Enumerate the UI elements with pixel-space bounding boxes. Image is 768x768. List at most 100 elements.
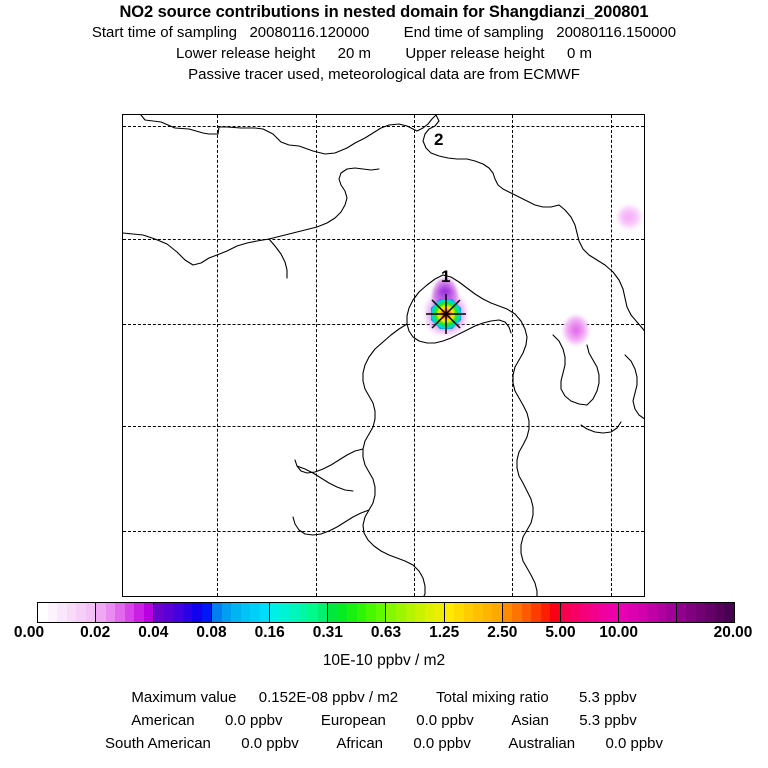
colorbar-segment — [502, 603, 561, 622]
colorbar-band — [96, 603, 106, 622]
region-row-1: American 0.0 ppbv European 0.0 ppbv Asia… — [0, 709, 768, 732]
colorbar-band — [356, 603, 367, 622]
colorbar-band — [666, 603, 676, 622]
colorbar-band — [192, 603, 202, 622]
max-value-label: Maximum value — [131, 689, 237, 706]
colorbar-band — [289, 603, 299, 622]
colorbar-band — [366, 603, 376, 622]
colorbar-band — [182, 603, 193, 622]
region-row-2: South American 0.0 ppbv African 0.0 ppbv… — [0, 732, 768, 755]
colorbar-band — [463, 603, 474, 622]
colorbar-band — [231, 603, 241, 622]
gridline-vertical — [316, 115, 317, 596]
colorbar-band — [473, 603, 483, 622]
gridline-horizontal — [123, 239, 644, 240]
colorbar-band — [434, 603, 444, 622]
region-value: 0.0 ppbv — [413, 735, 471, 752]
colorbar — [37, 602, 735, 623]
colorbar-tick-label: 0.00 — [13, 624, 45, 641]
gridline-horizontal — [123, 426, 644, 427]
colorbar-tick-labels: 0.00 0.02 0.04 0.08 0.16 0.31 0.63 1.25 2.50 5.00… — [0, 624, 768, 644]
colorbar-band — [560, 603, 571, 622]
colorbar-band — [724, 603, 734, 622]
colorbar-band — [240, 603, 251, 622]
colorbar-band — [705, 603, 715, 622]
region-value: 0.0 ppbv — [224, 712, 283, 729]
colorbar-band — [143, 603, 154, 622]
gridline-vertical — [512, 115, 513, 596]
secondary-plume-blob — [563, 315, 589, 345]
colorbar-band — [608, 603, 618, 622]
colorbar-segment — [212, 603, 271, 622]
lower-release-value: 20 m — [337, 45, 371, 62]
colorbar-band — [105, 603, 116, 622]
colorbar-segment — [676, 603, 734, 622]
region-name: Australian — [508, 735, 576, 752]
start-time-value: 20080116.120000 — [249, 24, 370, 41]
total-mixing-ratio-value: 5.3 ppbv — [579, 689, 637, 706]
colorbar-band — [337, 603, 348, 622]
colorbar-band — [386, 603, 396, 622]
colorbar-band — [589, 603, 599, 622]
colorbar-band — [124, 603, 135, 622]
colorbar-band — [598, 603, 609, 622]
colorbar-band — [298, 603, 309, 622]
colorbar-tick-label: 0.08 — [196, 624, 227, 641]
colorbar-tick-label: 0.04 — [138, 624, 169, 641]
region-name: African — [336, 735, 383, 752]
colorbar-segment — [618, 603, 677, 622]
edge-plume-blob — [618, 205, 642, 229]
colorbar-band — [618, 603, 629, 622]
colorbar-segment — [328, 603, 387, 622]
colorbar-tick-label: 0.31 — [312, 624, 343, 641]
colorbar-band — [250, 603, 260, 622]
colorbar-band — [714, 603, 725, 622]
colorbar-band — [38, 603, 48, 622]
end-time-label: End time of sampling — [403, 24, 544, 41]
colorbar-tick-label: 0.02 — [80, 624, 111, 641]
gridline-horizontal — [123, 324, 644, 325]
region-name: South American — [105, 735, 211, 752]
colorbar-band — [66, 603, 77, 622]
colorbar-band — [424, 603, 435, 622]
max-and-total-row: Maximum value 0.152E-08 ppbv / m2 Total … — [0, 686, 768, 709]
colorbar-segment — [444, 603, 503, 622]
colorbar-band — [482, 603, 493, 622]
release-height-row: Lower release height 20 m Upper release … — [0, 43, 768, 64]
colorbar-band — [492, 603, 502, 622]
colorbar-band — [279, 603, 290, 622]
colorbar-tick-label: 20.00 — [713, 624, 753, 641]
colorbar-tick-label: 2.50 — [487, 624, 518, 641]
statistics-block: Maximum value 0.152E-08 ppbv / m2 Total … — [0, 686, 768, 755]
colorbar-gradient — [37, 602, 735, 623]
colorbar-band — [695, 603, 706, 622]
colorbar-band — [270, 603, 280, 622]
colorbar-band — [347, 603, 357, 622]
max-value: 0.152E-08 ppbv / m2 — [258, 689, 399, 706]
gridline-vertical — [414, 115, 415, 596]
colorbar-band — [173, 603, 183, 622]
region-value: 0.0 ppbv — [605, 735, 663, 752]
region-name: American — [131, 712, 195, 729]
colorbar-band — [134, 603, 144, 622]
release-point-marker-icon — [426, 294, 466, 334]
header-block: NO2 source contributions in nested domai… — [0, 0, 768, 85]
coastline-overlay — [123, 115, 644, 596]
colorbar-tick-label: 5.00 — [545, 624, 576, 641]
colorbar-tick-label: 0.63 — [370, 624, 402, 641]
colorbar-band — [628, 603, 638, 622]
colorbar-band — [317, 603, 328, 622]
colorbar-band — [76, 603, 86, 622]
colorbar-band — [415, 603, 425, 622]
colorbar-segment — [560, 603, 619, 622]
release-point-label-2: 2 — [434, 130, 444, 149]
colorbar-band — [521, 603, 532, 622]
map-panel: 1 2 — [122, 114, 645, 597]
colorbar-segment — [96, 603, 155, 622]
colorbar-segment — [154, 603, 213, 622]
colorbar-band — [57, 603, 67, 622]
end-time-value: 20080116.150000 — [556, 24, 677, 41]
colorbar-band — [375, 603, 386, 622]
colorbar-segment — [386, 603, 445, 622]
colorbar-tick-label: 0.16 — [254, 624, 285, 641]
